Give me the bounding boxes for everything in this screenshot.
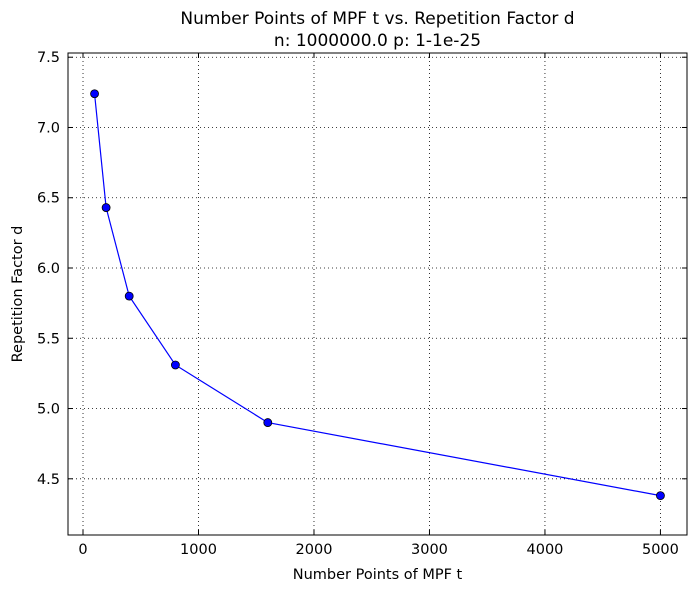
y-tick-labels: 4.5 5.0 5.5 6.0 6.5 7.0 7.5 [37,50,60,488]
y-tick-label: 7.0 [37,120,60,136]
data-point [101,203,111,212]
chart-subtitle: n: 1000000.0 p: 1-1e-25 [273,31,482,51]
plot-frame [67,52,688,536]
chart-title: Number Points of MPF t vs. Repetition Fa… [180,9,575,29]
data-point [90,89,99,99]
y-tick-label: 5.0 [37,402,60,418]
y-tick-label: 4.5 [37,472,60,488]
x-tick-label: 3000 [411,542,448,558]
x-tick-label: 0 [78,542,87,558]
data-point [656,491,665,501]
y-axis-label: Repetition Factor d [10,226,26,363]
x-axis-label: Number Points of MPF t [293,567,463,583]
axis-ticks [68,53,687,535]
data-point [124,291,134,301]
x-tick-label: 5000 [642,542,679,558]
grid-lines [68,53,687,535]
x-tick-label: 4000 [527,542,564,558]
y-tick-label: 7.5 [37,50,60,66]
x-tick-label: 1000 [180,542,217,558]
data-point [263,418,273,427]
x-tick-labels: 0 1000 2000 3000 4000 5000 [78,542,678,558]
x-tick-label: 2000 [296,542,333,558]
y-tick-label: 6.5 [37,191,60,207]
y-tick-label: 6.0 [37,261,60,277]
series-line [93,93,661,497]
series-layer [90,89,665,501]
y-tick-label: 5.5 [37,331,60,347]
data-point [171,360,180,370]
